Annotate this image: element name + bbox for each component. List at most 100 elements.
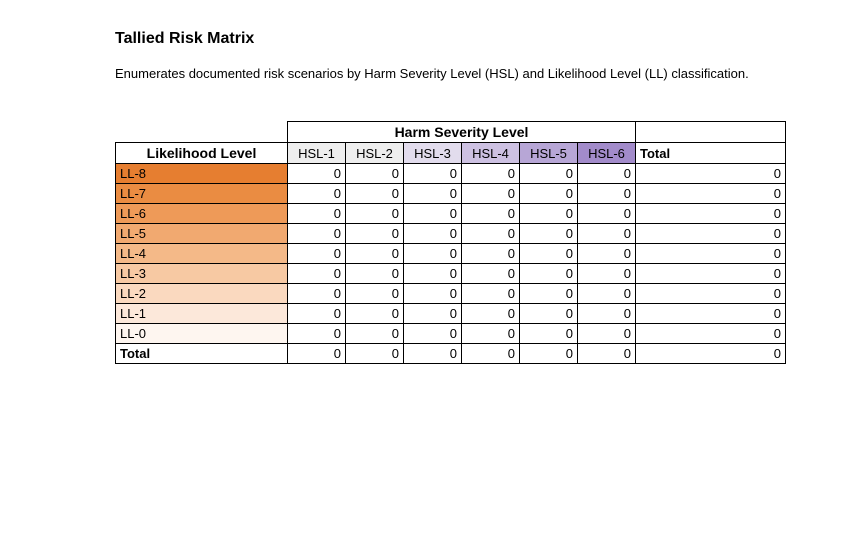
matrix-cell: 0 — [404, 184, 462, 204]
grand-total: 0 — [636, 344, 786, 364]
matrix-cell: 0 — [288, 184, 346, 204]
ll-title-cell: Likelihood Level — [116, 143, 288, 164]
matrix-cell: 0 — [288, 284, 346, 304]
matrix-cell: 0 — [404, 284, 462, 304]
matrix-cell: 0 — [520, 284, 578, 304]
col-total: 0 — [462, 344, 520, 364]
totals-row: Total0000000 — [116, 344, 786, 364]
table-row: LL-70000000 — [116, 184, 786, 204]
ll-label: LL-4 — [116, 244, 288, 264]
row-total: 0 — [636, 284, 786, 304]
matrix-cell: 0 — [520, 224, 578, 244]
matrix-cell: 0 — [288, 304, 346, 324]
matrix-cell: 0 — [578, 184, 636, 204]
ll-label: LL-1 — [116, 304, 288, 324]
matrix-cell: 0 — [462, 224, 520, 244]
ll-label: LL-8 — [116, 164, 288, 184]
row-total: 0 — [636, 304, 786, 324]
hsl-header-4: HSL-4 — [462, 143, 520, 164]
row-total: 0 — [636, 224, 786, 244]
table-row: LL-50000000 — [116, 224, 786, 244]
matrix-cell: 0 — [462, 164, 520, 184]
row-total: 0 — [636, 164, 786, 184]
blank-cell — [116, 122, 288, 143]
ll-label: LL-0 — [116, 324, 288, 344]
matrix-cell: 0 — [520, 164, 578, 184]
matrix-cell: 0 — [462, 284, 520, 304]
matrix-cell: 0 — [404, 204, 462, 224]
matrix-cell: 0 — [462, 324, 520, 344]
matrix-cell: 0 — [404, 224, 462, 244]
matrix-cell: 0 — [288, 244, 346, 264]
col-total: 0 — [288, 344, 346, 364]
matrix-cell: 0 — [520, 324, 578, 344]
matrix-cell: 0 — [578, 164, 636, 184]
matrix-cell: 0 — [346, 204, 404, 224]
matrix-cell: 0 — [346, 164, 404, 184]
matrix-cell: 0 — [462, 264, 520, 284]
matrix-cell: 0 — [346, 304, 404, 324]
matrix-cell: 0 — [578, 264, 636, 284]
table-row: LL-80000000 — [116, 164, 786, 184]
risk-matrix-table: Harm Severity LevelLikelihood LevelHSL-1… — [115, 121, 786, 364]
matrix-cell: 0 — [462, 244, 520, 264]
table-row: LL-10000000 — [116, 304, 786, 324]
matrix-cell: 0 — [462, 184, 520, 204]
matrix-cell: 0 — [288, 204, 346, 224]
matrix-cell: 0 — [288, 224, 346, 244]
matrix-cell: 0 — [578, 324, 636, 344]
col-total: 0 — [520, 344, 578, 364]
matrix-cell: 0 — [346, 224, 404, 244]
hsl-header-5: HSL-5 — [520, 143, 578, 164]
matrix-cell: 0 — [462, 204, 520, 224]
page: Tallied Risk Matrix Enumerates documente… — [0, 0, 865, 547]
matrix-cell: 0 — [578, 244, 636, 264]
matrix-cell: 0 — [346, 324, 404, 344]
matrix-cell: 0 — [520, 264, 578, 284]
table-row: LL-40000000 — [116, 244, 786, 264]
hsl-header-2: HSL-2 — [346, 143, 404, 164]
table-row: LL-20000000 — [116, 284, 786, 304]
ll-label: LL-5 — [116, 224, 288, 244]
matrix-cell: 0 — [346, 264, 404, 284]
table-row: LL-60000000 — [116, 204, 786, 224]
matrix-cell: 0 — [520, 184, 578, 204]
page-subtitle: Enumerates documented risk scenarios by … — [115, 66, 865, 81]
hsl-header-1: HSL-1 — [288, 143, 346, 164]
table-row: LL-00000000 — [116, 324, 786, 344]
matrix-cell: 0 — [404, 164, 462, 184]
matrix-cell: 0 — [578, 304, 636, 324]
matrix-cell: 0 — [346, 244, 404, 264]
matrix-cell: 0 — [404, 244, 462, 264]
matrix-cell: 0 — [288, 324, 346, 344]
ll-label: LL-7 — [116, 184, 288, 204]
col-total: 0 — [346, 344, 404, 364]
row-total: 0 — [636, 324, 786, 344]
hsl-header-6: HSL-6 — [578, 143, 636, 164]
matrix-cell: 0 — [578, 204, 636, 224]
matrix-cell: 0 — [520, 244, 578, 264]
matrix-cell: 0 — [346, 184, 404, 204]
ll-label: LL-2 — [116, 284, 288, 304]
col-total: 0 — [578, 344, 636, 364]
matrix-cell: 0 — [346, 284, 404, 304]
page-title: Tallied Risk Matrix — [115, 30, 865, 48]
hsl-header-3: HSL-3 — [404, 143, 462, 164]
table-row: LL-30000000 — [116, 264, 786, 284]
row-total: 0 — [636, 264, 786, 284]
matrix-cell: 0 — [520, 304, 578, 324]
row-total: 0 — [636, 204, 786, 224]
totals-label: Total — [116, 344, 288, 364]
ll-label: LL-6 — [116, 204, 288, 224]
matrix-cell: 0 — [578, 284, 636, 304]
matrix-cell: 0 — [404, 304, 462, 324]
col-total: 0 — [404, 344, 462, 364]
hsl-title-cell: Harm Severity Level — [288, 122, 636, 143]
total-header-blank — [636, 122, 786, 143]
row-total: 0 — [636, 244, 786, 264]
matrix-cell: 0 — [288, 264, 346, 284]
total-header: Total — [636, 143, 786, 164]
matrix-cell: 0 — [520, 204, 578, 224]
matrix-cell: 0 — [404, 324, 462, 344]
matrix-cell: 0 — [462, 304, 520, 324]
